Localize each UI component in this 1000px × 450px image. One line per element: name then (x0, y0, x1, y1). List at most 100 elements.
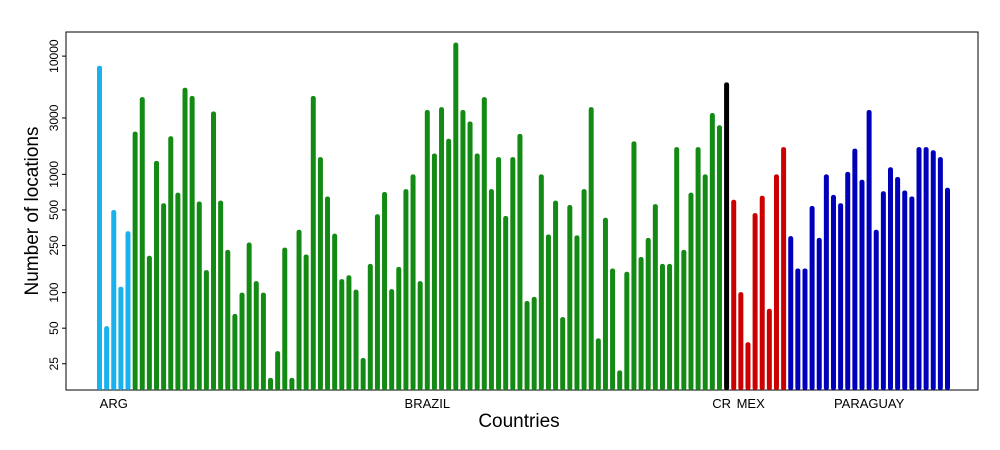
group-label-mex: MEX (737, 396, 766, 411)
bar-mex-3 (745, 342, 751, 390)
bar-paraguay-22 (937, 157, 943, 390)
bar-brazil-79 (688, 192, 694, 390)
bar-mex-8 (781, 147, 787, 390)
bar-mex-5 (759, 195, 765, 390)
bar-brazil-8 (182, 87, 188, 391)
bar-paraguay-12 (866, 110, 872, 390)
bar-brazil-6 (168, 136, 174, 390)
bar-brazil-69 (617, 370, 623, 390)
bar-brazil-41 (417, 281, 423, 390)
bar-brazil-44 (439, 107, 445, 391)
bar-mex-2 (738, 292, 744, 390)
bar-brazil-66 (595, 338, 601, 390)
bar-paraguay-10 (852, 148, 858, 390)
y-tick-label: 10000 (47, 39, 61, 73)
bar-brazil-26 (310, 96, 316, 390)
bar-brazil-9 (189, 96, 195, 390)
bar-brazil-4 (154, 160, 160, 390)
bar-brazil-2 (139, 97, 145, 390)
bar-brazil-50 (481, 97, 487, 390)
bar-brazil-55 (517, 133, 523, 390)
bar-brazil-56 (524, 300, 530, 390)
bar-paraguay-2 (795, 268, 801, 390)
bar-brazil-53 (503, 215, 509, 390)
bar-paraguay-20 (923, 147, 929, 390)
bar-brazil-31 (346, 275, 352, 390)
bar-brazil-39 (403, 189, 409, 390)
bar-brazil-1 (132, 131, 138, 390)
bar-brazil-48 (467, 121, 473, 391)
bar-brazil-30 (339, 279, 345, 390)
bar-brazil-15 (232, 313, 238, 390)
bar-arg-5 (125, 231, 131, 390)
bar-brazil-16 (239, 292, 245, 390)
bar-brazil-47 (460, 110, 466, 390)
bar-brazil-65 (588, 107, 594, 391)
bar-brazil-42 (424, 110, 430, 390)
bar-brazil-25 (303, 254, 309, 390)
bar-brazil-46 (453, 42, 459, 390)
bar-paraguay-1 (788, 236, 794, 390)
bar-brazil-33 (360, 357, 366, 390)
bar-brazil-3 (146, 255, 152, 390)
bar-brazil-10 (196, 201, 202, 390)
y-tick-label: 3000 (47, 104, 61, 131)
bar-brazil-20 (268, 377, 274, 390)
bar-paraguay-14 (880, 191, 886, 390)
bar-brazil-82 (709, 113, 715, 390)
bar-brazil-61 (560, 317, 566, 390)
bars-layer (97, 42, 950, 391)
plot-frame (65, 31, 979, 391)
bar-paraguay-13 (873, 229, 879, 390)
bar-brazil-32 (353, 289, 359, 390)
bar-brazil-11 (203, 270, 209, 390)
bar-mex-7 (773, 174, 779, 390)
bar-brazil-7 (175, 192, 181, 390)
bar-brazil-59 (545, 234, 551, 390)
bar-paraguay-23 (945, 187, 950, 390)
bar-brazil-73 (645, 237, 651, 390)
bar-arg-2 (104, 326, 110, 390)
bar-brazil-38 (396, 266, 402, 390)
bar-brazil-21 (275, 351, 281, 390)
x-axis-group-labels: ARG BRAZIL CR MEX PARAGUAY (100, 396, 905, 411)
bar-brazil-68 (610, 268, 616, 390)
bar-brazil-78 (681, 249, 687, 390)
bar-paraguay-4 (809, 206, 815, 390)
y-tick-label: 50 (47, 321, 61, 335)
bar-brazil-18 (253, 281, 259, 390)
bar-brazil-43 (431, 153, 437, 390)
y-axis-ticks: 25 50 100 250 500 1000 3000 10000 (47, 39, 66, 370)
bar-brazil-52 (496, 157, 502, 390)
bar-brazil-77 (674, 147, 680, 390)
bar-paraguay-17 (902, 190, 908, 390)
bar-paraguay-18 (909, 196, 915, 390)
bar-brazil-76 (667, 263, 673, 390)
bar-brazil-14 (225, 249, 231, 390)
bar-brazil-24 (296, 229, 302, 390)
bar-brazil-75 (659, 263, 665, 390)
bar-brazil-19 (260, 292, 266, 390)
group-label-cr: CR (712, 396, 731, 411)
bar-brazil-60 (553, 200, 559, 390)
bar-brazil-37 (389, 289, 395, 390)
bar-mex-4 (752, 213, 758, 390)
bar-brazil-54 (510, 157, 516, 390)
bar-paraguay-8 (838, 203, 844, 390)
y-tick-label: 250 (47, 235, 61, 255)
bar-cr-1 (724, 82, 730, 391)
bar-brazil-63 (574, 235, 580, 390)
group-label-arg: ARG (100, 396, 128, 411)
bar-mex-1 (731, 199, 737, 390)
bar-paraguay-5 (816, 237, 822, 390)
bar-brazil-17 (246, 242, 252, 390)
bar-brazil-81 (702, 174, 708, 390)
bar-brazil-12 (211, 111, 217, 390)
bar-brazil-57 (531, 296, 537, 390)
bar-brazil-64 (581, 189, 587, 390)
bar-brazil-36 (382, 191, 388, 390)
bar-arg-4 (118, 286, 124, 390)
bar-brazil-5 (161, 203, 167, 390)
bar-brazil-13 (218, 200, 224, 390)
bar-brazil-62 (567, 205, 573, 390)
